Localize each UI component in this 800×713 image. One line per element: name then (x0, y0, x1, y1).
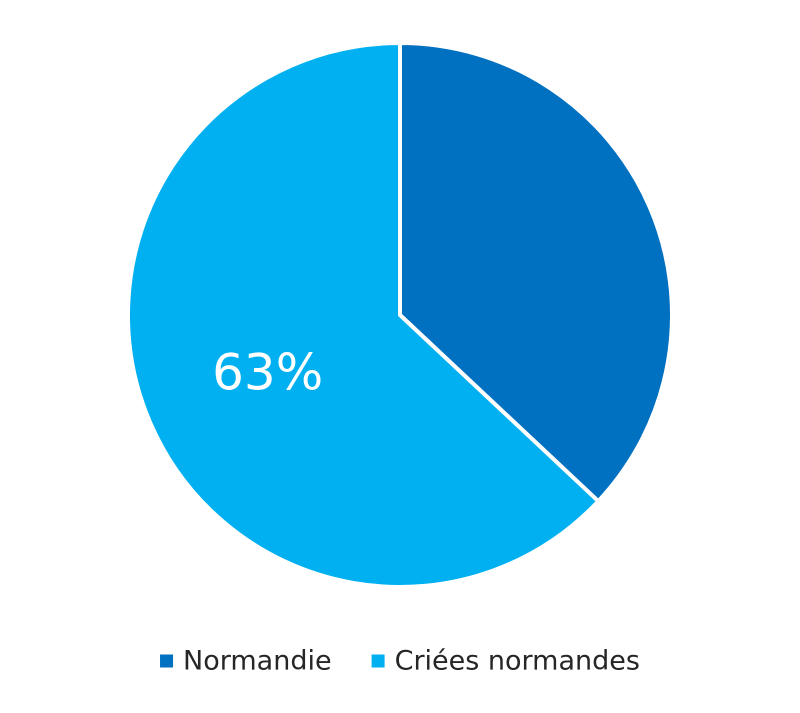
pie-data-label-1: 63% (212, 343, 323, 401)
pie-slice-1 (126, 41, 601, 589)
pie-slices (126, 41, 674, 589)
legend-swatch-1 (371, 654, 385, 668)
pie-data-labels: 63% (212, 343, 323, 401)
legend-label-0: Normandie (183, 646, 332, 677)
legend-label-1: Criées normandes (395, 646, 640, 677)
legend-swatch-0 (160, 654, 174, 668)
legend-item-0: Normandie (160, 646, 332, 677)
legend: Normandie Criées normandes (160, 646, 640, 677)
legend-item-1: Criées normandes (371, 646, 640, 677)
pie-slice-0 (398, 41, 674, 504)
